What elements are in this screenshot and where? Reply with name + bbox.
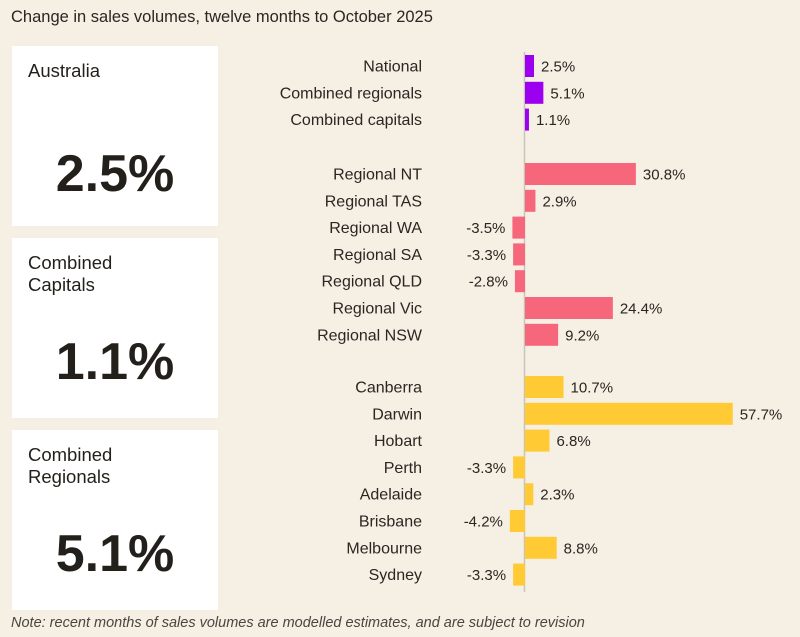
value-label: 30.8% <box>643 167 686 184</box>
bar <box>525 163 636 185</box>
card-value: 1.1% <box>55 333 175 391</box>
bar <box>513 243 525 266</box>
bar <box>525 483 534 506</box>
chart-title: Change in sales volumes, twelve months t… <box>11 8 433 26</box>
value-label: 2.5% <box>541 59 575 76</box>
bar <box>525 323 559 346</box>
value-label: 2.9% <box>542 193 576 210</box>
category-label: Darwin <box>372 406 422 423</box>
value-label: -4.2% <box>464 514 503 531</box>
bar <box>525 297 613 319</box>
card-value: 2.5% <box>55 145 175 203</box>
value-label: 2.3% <box>540 487 574 504</box>
bar <box>525 429 550 452</box>
category-label: Regional WA <box>329 220 422 237</box>
card-australia: Australia 2.5% <box>12 46 218 226</box>
bar <box>509 510 525 532</box>
value-label: -3.3% <box>467 567 506 584</box>
card-combined-regionals: Combined Regionals 5.1% <box>12 430 218 610</box>
category-label: Combined regionals <box>280 85 422 102</box>
card-value: 5.1% <box>55 525 175 583</box>
card-combined-capitals: Combined Capitals 1.1% <box>12 238 218 418</box>
value-label: 9.2% <box>565 327 599 344</box>
category-label: Regional QLD <box>322 274 423 291</box>
bar <box>525 108 529 131</box>
bar <box>525 536 557 559</box>
bar <box>525 402 733 425</box>
bar <box>525 189 536 212</box>
category-label: National <box>363 59 422 76</box>
category-label: Regional NSW <box>317 327 423 344</box>
category-label: Melbourne <box>346 540 422 557</box>
bar <box>513 456 525 479</box>
category-label: Perth <box>384 460 422 477</box>
category-label: Combined capitals <box>290 112 422 129</box>
value-label: 10.7% <box>571 380 614 397</box>
category-label: Hobart <box>374 433 423 450</box>
value-label: -3.5% <box>466 220 505 237</box>
value-label: 24.4% <box>620 301 663 318</box>
value-label: -3.3% <box>467 247 506 264</box>
value-label: 6.8% <box>556 433 590 450</box>
footnote: Note: recent months of sales volumes are… <box>11 615 585 631</box>
value-label: 5.1% <box>550 85 584 102</box>
card-label: Australia <box>28 60 100 81</box>
card-label: Combined Capitals <box>28 252 113 295</box>
category-label: Adelaide <box>360 487 422 504</box>
bar <box>525 55 534 77</box>
category-label: Sydney <box>369 567 422 584</box>
bar <box>513 563 525 586</box>
bar <box>512 216 525 239</box>
value-label: -2.8% <box>469 274 508 291</box>
value-label: -3.3% <box>467 460 506 477</box>
value-label: 8.8% <box>564 540 598 557</box>
bar <box>514 270 525 293</box>
value-label: 57.7% <box>740 406 783 423</box>
category-label: Brisbane <box>359 514 422 531</box>
category-label: Regional SA <box>333 247 422 264</box>
category-label: Regional TAS <box>325 193 422 210</box>
bar <box>525 376 564 398</box>
category-label: Regional NT <box>333 167 422 184</box>
bar <box>525 81 544 104</box>
category-label: Canberra <box>355 380 422 397</box>
card-label: Combined Regionals <box>28 444 113 487</box>
value-label: 1.1% <box>536 112 570 129</box>
category-label: Regional Vic <box>332 301 422 318</box>
